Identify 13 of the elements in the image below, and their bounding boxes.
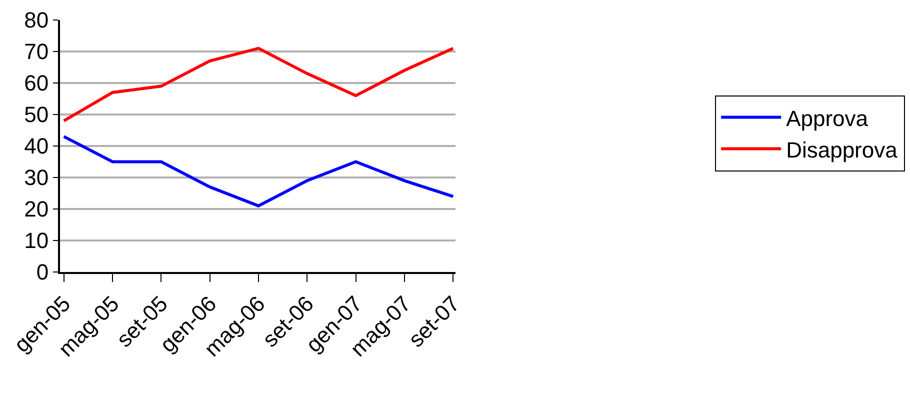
y-tick-label: 30 <box>24 165 49 190</box>
y-tick-label: 20 <box>24 196 49 222</box>
y-tick-label: 10 <box>24 228 49 254</box>
y-tick-label: 0 <box>36 260 49 285</box>
line-series <box>62 135 455 208</box>
y-tick-label: 50 <box>24 102 49 128</box>
y-tick-label: 60 <box>24 70 49 96</box>
legend-label: Disapprova <box>786 137 898 162</box>
y-tick-label: 70 <box>24 39 49 64</box>
y-tick-label: 80 <box>24 8 49 33</box>
legend-label: Approva <box>786 106 869 131</box>
line-series <box>62 46 455 122</box>
y-tick-label: 40 <box>24 134 49 159</box>
